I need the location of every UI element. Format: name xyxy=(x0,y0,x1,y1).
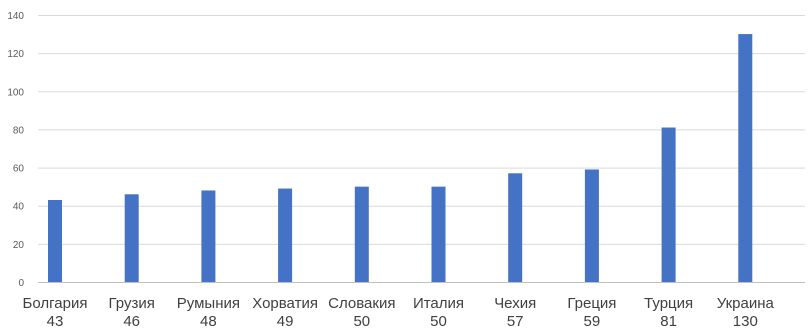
bar xyxy=(661,127,676,283)
y-tick-label: 40 xyxy=(13,202,25,213)
y-tick-label: 140 xyxy=(7,11,24,22)
value-label: 81 xyxy=(660,313,677,329)
value-label: 130 xyxy=(733,313,758,329)
category-label: Италия xyxy=(413,295,464,312)
category-label: Румыния xyxy=(177,295,240,312)
category-label: Турция xyxy=(644,295,693,312)
y-tick-label: 20 xyxy=(13,240,25,251)
value-label: 46 xyxy=(123,313,140,329)
y-tick-label: 0 xyxy=(18,278,24,289)
value-label: 49 xyxy=(277,313,294,329)
value-label: 57 xyxy=(507,313,524,329)
bar xyxy=(431,186,446,282)
bar xyxy=(354,186,369,282)
category-label: Хорватия xyxy=(252,295,318,312)
bar xyxy=(124,194,139,282)
bar xyxy=(278,188,293,282)
y-tick-label: 80 xyxy=(13,125,25,136)
category-label: Грузия xyxy=(109,295,155,312)
category-label: Словакия xyxy=(328,295,395,312)
value-label: 43 xyxy=(47,313,64,329)
value-label: 50 xyxy=(353,313,370,329)
bar xyxy=(738,34,753,283)
value-label: 59 xyxy=(584,313,601,329)
category-label: Чехия xyxy=(494,295,536,312)
bar xyxy=(48,199,62,282)
category-label: Болгария xyxy=(23,295,88,312)
bar xyxy=(508,173,523,282)
y-tick-label: 120 xyxy=(7,49,24,60)
value-label: 50 xyxy=(430,313,447,329)
bar xyxy=(584,169,599,282)
value-label: 48 xyxy=(200,313,217,329)
category-label: Украина xyxy=(717,295,775,312)
y-tick-label: 60 xyxy=(13,164,25,175)
y-tick-label: 100 xyxy=(7,87,24,98)
category-label: Греция xyxy=(567,295,616,312)
bar xyxy=(201,190,216,282)
